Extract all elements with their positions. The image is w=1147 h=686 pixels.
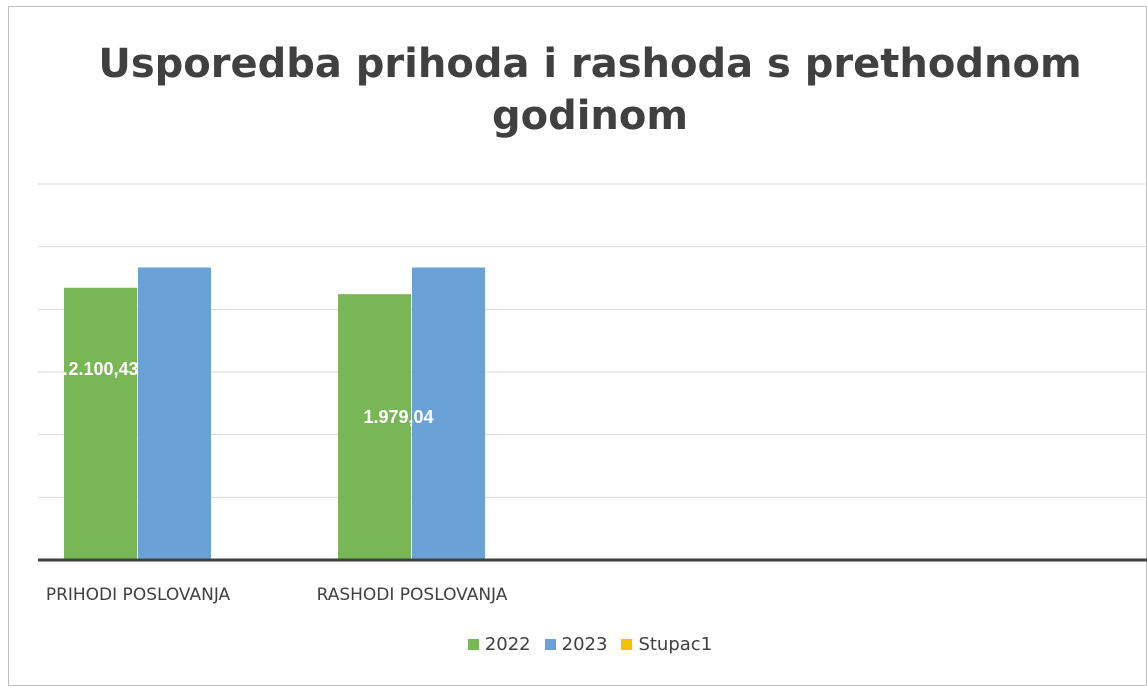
legend-label-2022: 2022: [484, 634, 531, 655]
legend-label-2023: 2023: [561, 634, 608, 655]
data-label-2022-1: …2.100,43: [50, 359, 138, 379]
data-label-2022-2: 1.979,04: [363, 407, 433, 427]
bar-2023-1: [138, 267, 211, 560]
category-label-2: RASHODI POSLOVANJA: [317, 585, 508, 605]
legend-item-2023: 2023: [544, 634, 608, 655]
bar-2023-2: [412, 267, 485, 560]
legend-label-stupac1: Stupac1: [638, 634, 713, 655]
category-label-1: PRIHODI POSLOVANJA: [46, 585, 231, 605]
legend-item-stupac1: Stupac1: [621, 634, 712, 655]
chart-legend: 2022 2023 Stupac1: [0, 634, 1147, 655]
legend-swatch-stupac1: [621, 639, 633, 650]
legend-item-2022: 2022: [467, 634, 531, 655]
bar-2022-1: [64, 287, 137, 560]
legend-swatch-2023: [544, 639, 556, 650]
chart-title: Usporedba prihoda i rashoda s prethodnom…: [98, 41, 1082, 139]
legend-swatch-2022: [467, 639, 479, 650]
bar-2022-2: [338, 294, 411, 560]
data-label-2023-2: …4.840,…: [405, 222, 491, 242]
data-label-2023-1: …0.000,…: [131, 222, 217, 242]
